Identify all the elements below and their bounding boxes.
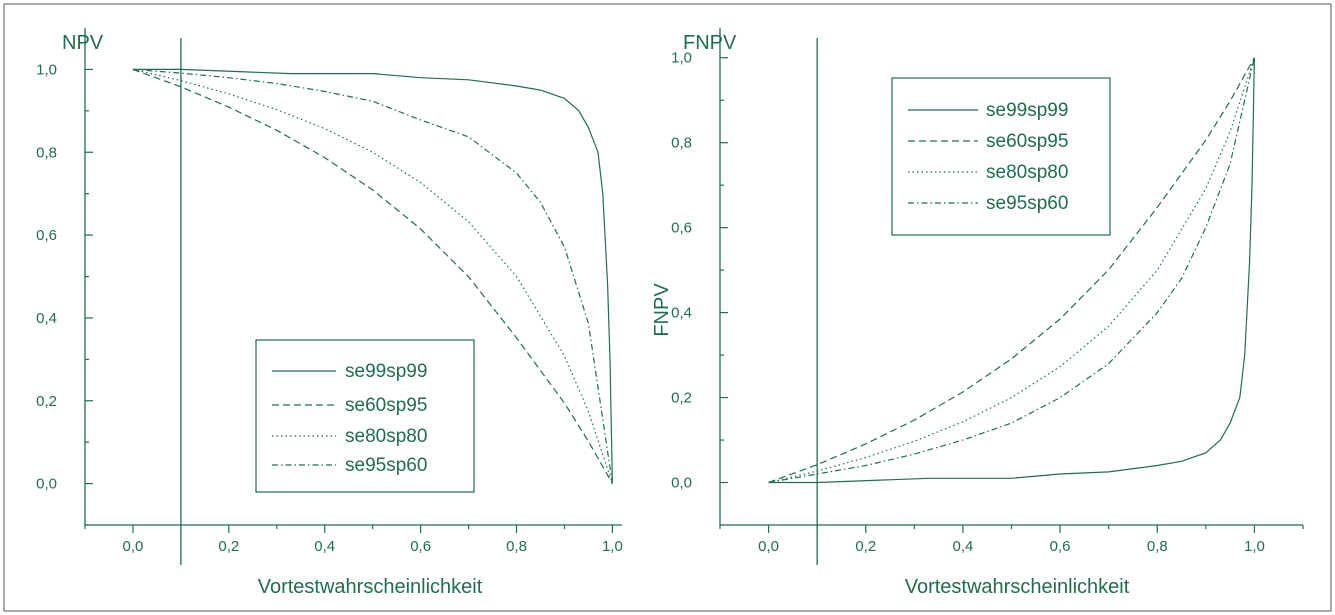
fnpv-series-se80sp80 [768,57,1255,484]
npv-series-se95sp60 [132,68,613,484]
npv-legend: se99sp99 se60sp95 se80sp80 se95sp60 [255,339,475,493]
fnpv-y-tick-label: 0,8 [671,135,692,152]
npv-x-tick-label: 0,4 [314,538,335,555]
npv-legend-label-se95sp60: se95sp60 [345,455,427,476]
fnpv-x-tick-label: 0,6 [1050,538,1071,555]
npv-x-tick-label: 0,0 [123,538,144,555]
fnpv-series-se99sp99 [768,57,1255,484]
fnpv-series-se95sp60 [768,57,1255,484]
fnpv-x-tick-label: 0,4 [952,538,973,555]
npv-series-se60sp95 [132,68,613,484]
fnpv-chart-title: FNPV [683,32,737,54]
fnpv-legend-label-se80sp80: se80sp80 [986,162,1068,183]
npv-x-tick-label: 1,0 [602,538,623,555]
npv-x-tick-label: 0,2 [218,538,239,555]
fnpv-y-tick-label: 1,0 [671,50,692,67]
fnpv-y-tick-label: 0,4 [671,305,692,322]
fnpv-y-tick-label: 0,6 [671,220,692,237]
fnpv-x-tick-label: 1,0 [1244,538,1265,555]
fnpv-legend-label-se99sp99: se99sp99 [986,100,1068,121]
fnpv-x-tick-label: 0,0 [758,538,779,555]
fnpv-chart-ylabel: FNPV [651,283,673,337]
npv-y-tick-label: 1,0 [36,61,57,78]
npv-series-se80sp80 [132,68,613,484]
fnpv-y-tick-label: 0,2 [671,390,692,407]
npv-chart-title: NPV [62,32,104,54]
fnpv-chart: FNPV Vortestwahrscheinlichkeit FNPV 0,0 0… [651,28,1304,598]
npv-series-se99sp99 [132,68,613,484]
fnpv-legend: se99sp99 se60sp95 se80sp80 se95sp60 [891,77,1111,236]
npv-x-tick-label: 0,6 [410,538,431,555]
fnpv-legend-box [891,77,1111,236]
npv-y-tick-label: 0,2 [36,393,57,410]
npv-y-tick-label: 0,0 [36,476,57,493]
npv-y-tick-label: 0,4 [36,310,57,327]
fnpv-x-tick-label: 0,2 [855,538,876,555]
npv-x-tick-label: 0,8 [506,538,527,555]
npv-y-tick-label: 0,6 [36,227,57,244]
npv-y-tick-label: 0,8 [36,144,57,161]
npv-legend-label-se80sp80: se80sp80 [345,426,427,447]
fnpv-legend-label-se95sp60: se95sp60 [986,193,1068,214]
npv-legend-label-se99sp99: se99sp99 [345,361,427,382]
npv-chart-xlabel: Vortestwahrscheinlichkeit [258,576,483,598]
fnpv-chart-xlabel: Vortestwahrscheinlichkeit [905,576,1130,598]
fnpv-series-se60sp95 [768,57,1255,484]
npv-legend-label-se60sp95: se60sp95 [345,395,427,416]
npv-legend-box [255,339,475,493]
npv-chart: NPV Vortestwahrscheinlichkeit 0,0 0,2 0,4 0… [36,28,623,598]
fnpv-legend-label-se60sp95: se60sp95 [986,131,1068,152]
fnpv-y-tick-label: 0,0 [671,475,692,492]
fnpv-x-tick-label: 0,8 [1147,538,1168,555]
